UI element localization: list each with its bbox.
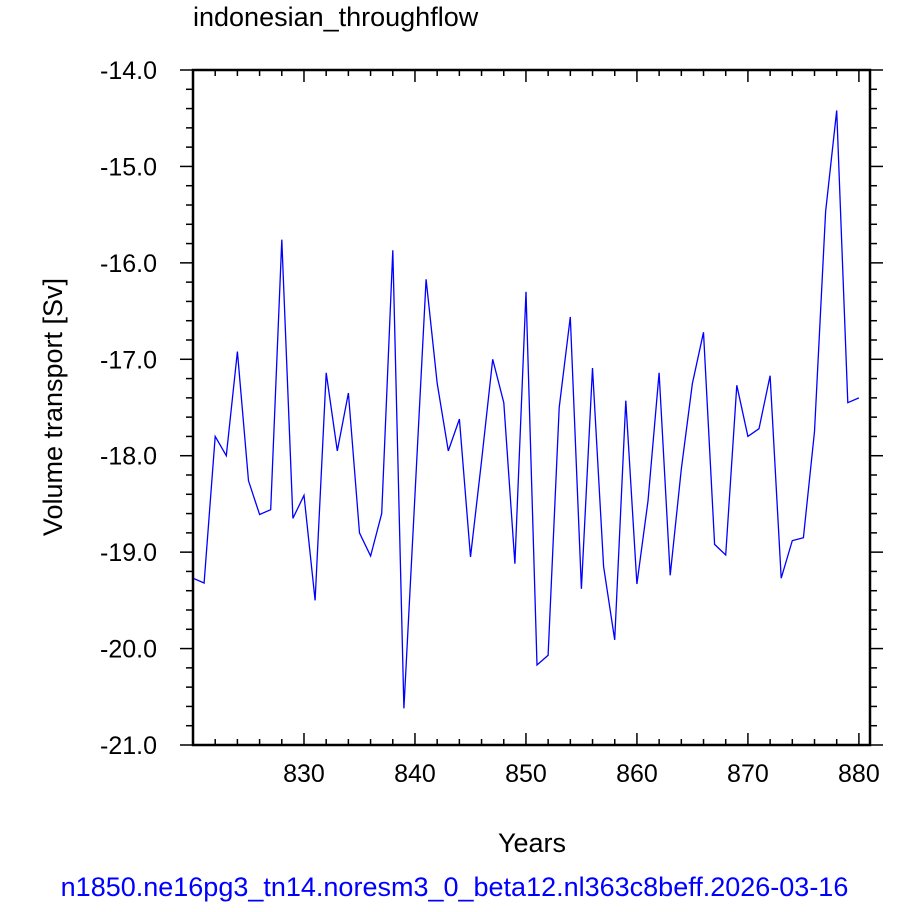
y-tick-label: -15.0 bbox=[100, 153, 157, 181]
series-layer bbox=[193, 110, 860, 709]
x-tick-label: 840 bbox=[394, 760, 436, 788]
y-tick-label: -17.0 bbox=[100, 346, 157, 374]
axis-tick-labels: 830 840 850 860 870 880 -14.0 -15.0 -16.0 -17.0 -1… bbox=[100, 57, 880, 788]
x-axis-label: Years bbox=[498, 828, 566, 858]
y-tick-label: -19.0 bbox=[100, 539, 157, 567]
y-tick-label: -20.0 bbox=[100, 636, 157, 664]
footer-case-name: n1850.ne16pg3_tn14.noresm3_0_beta12.nl36… bbox=[60, 872, 849, 902]
y-axis-label: Volume transport [Sv] bbox=[38, 278, 68, 536]
series-line bbox=[193, 110, 860, 709]
y-tick-label: -14.0 bbox=[100, 57, 157, 85]
y-tick-label: -18.0 bbox=[100, 443, 157, 471]
x-tick-label: 880 bbox=[838, 760, 880, 788]
y-tick-label: -21.0 bbox=[100, 732, 157, 760]
axis-ticks bbox=[180, 69, 883, 746]
y-tick-label: -16.0 bbox=[100, 250, 157, 278]
x-tick-label: 870 bbox=[727, 760, 769, 788]
x-tick-label: 860 bbox=[616, 760, 658, 788]
chart-title: indonesian_throughflow bbox=[193, 2, 479, 32]
x-tick-label: 830 bbox=[283, 760, 325, 788]
plot-frame bbox=[191, 68, 872, 747]
x-tick-label: 850 bbox=[505, 760, 547, 788]
